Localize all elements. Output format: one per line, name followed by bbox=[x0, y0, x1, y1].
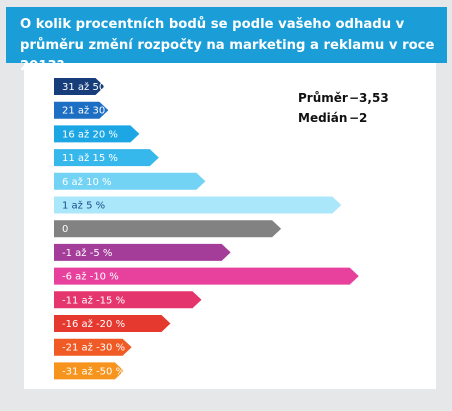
bar-8 bbox=[54, 267, 359, 285]
stat-value-mean: −3,53 bbox=[349, 91, 389, 105]
summary-stats: Průměr −3,53 Medián −2 bbox=[298, 88, 398, 128]
bar-label-6: 0 bbox=[62, 224, 68, 235]
bar-label-10: -16 až -20 % bbox=[62, 318, 125, 330]
stat-label-mean: Průměr bbox=[298, 91, 348, 105]
bar-11 bbox=[54, 338, 132, 356]
stat-label-median: Medián bbox=[298, 111, 348, 125]
bar-7 bbox=[54, 243, 231, 261]
bar-label-12: -31 až -50 % bbox=[62, 365, 125, 377]
bar-label-1: 21 až 30 % bbox=[62, 105, 118, 117]
bar-9 bbox=[54, 291, 202, 309]
bar-12 bbox=[54, 362, 124, 380]
bar-10 bbox=[54, 315, 171, 332]
bar-5 bbox=[54, 196, 342, 214]
bar-label-2: 16 až 20 % bbox=[62, 128, 118, 140]
bar-6 bbox=[54, 220, 282, 238]
stat-value-median: −2 bbox=[349, 111, 368, 125]
bar-0 bbox=[54, 78, 105, 95]
bar-label-4: 6 až 10 % bbox=[62, 176, 112, 188]
bar-label-9: -11 až -15 % bbox=[62, 294, 125, 306]
bar-label-8: -6 až -10 % bbox=[62, 271, 119, 283]
chart-header: O kolik procentních bodů se podle vašeho… bbox=[6, 7, 447, 74]
bar-2 bbox=[54, 125, 140, 143]
bar-3 bbox=[54, 149, 159, 167]
bar-label-0: 31 až 50 % bbox=[62, 81, 118, 93]
bar-chart: 31 až 50 % 21 až 30 % 16 až 20 % 11 až 15 %… bbox=[54, 78, 359, 380]
bar-4 bbox=[54, 172, 206, 190]
bar-1 bbox=[54, 101, 109, 119]
chart-panel: 31 až 50 % 21 až 30 % 16 až 20 % 11 až 15 %… bbox=[24, 63, 436, 389]
bar-label-11: -21 až -30 % bbox=[62, 342, 125, 354]
bar-label-3: 11 až 15 % bbox=[62, 152, 118, 164]
stat-row-median: Medián −2 bbox=[298, 108, 398, 128]
bar-label-5: 1 až 5 % bbox=[62, 200, 105, 212]
stat-row-mean: Průměr −3,53 bbox=[298, 88, 398, 108]
bar-label-7: -1 až -5 % bbox=[62, 247, 112, 259]
